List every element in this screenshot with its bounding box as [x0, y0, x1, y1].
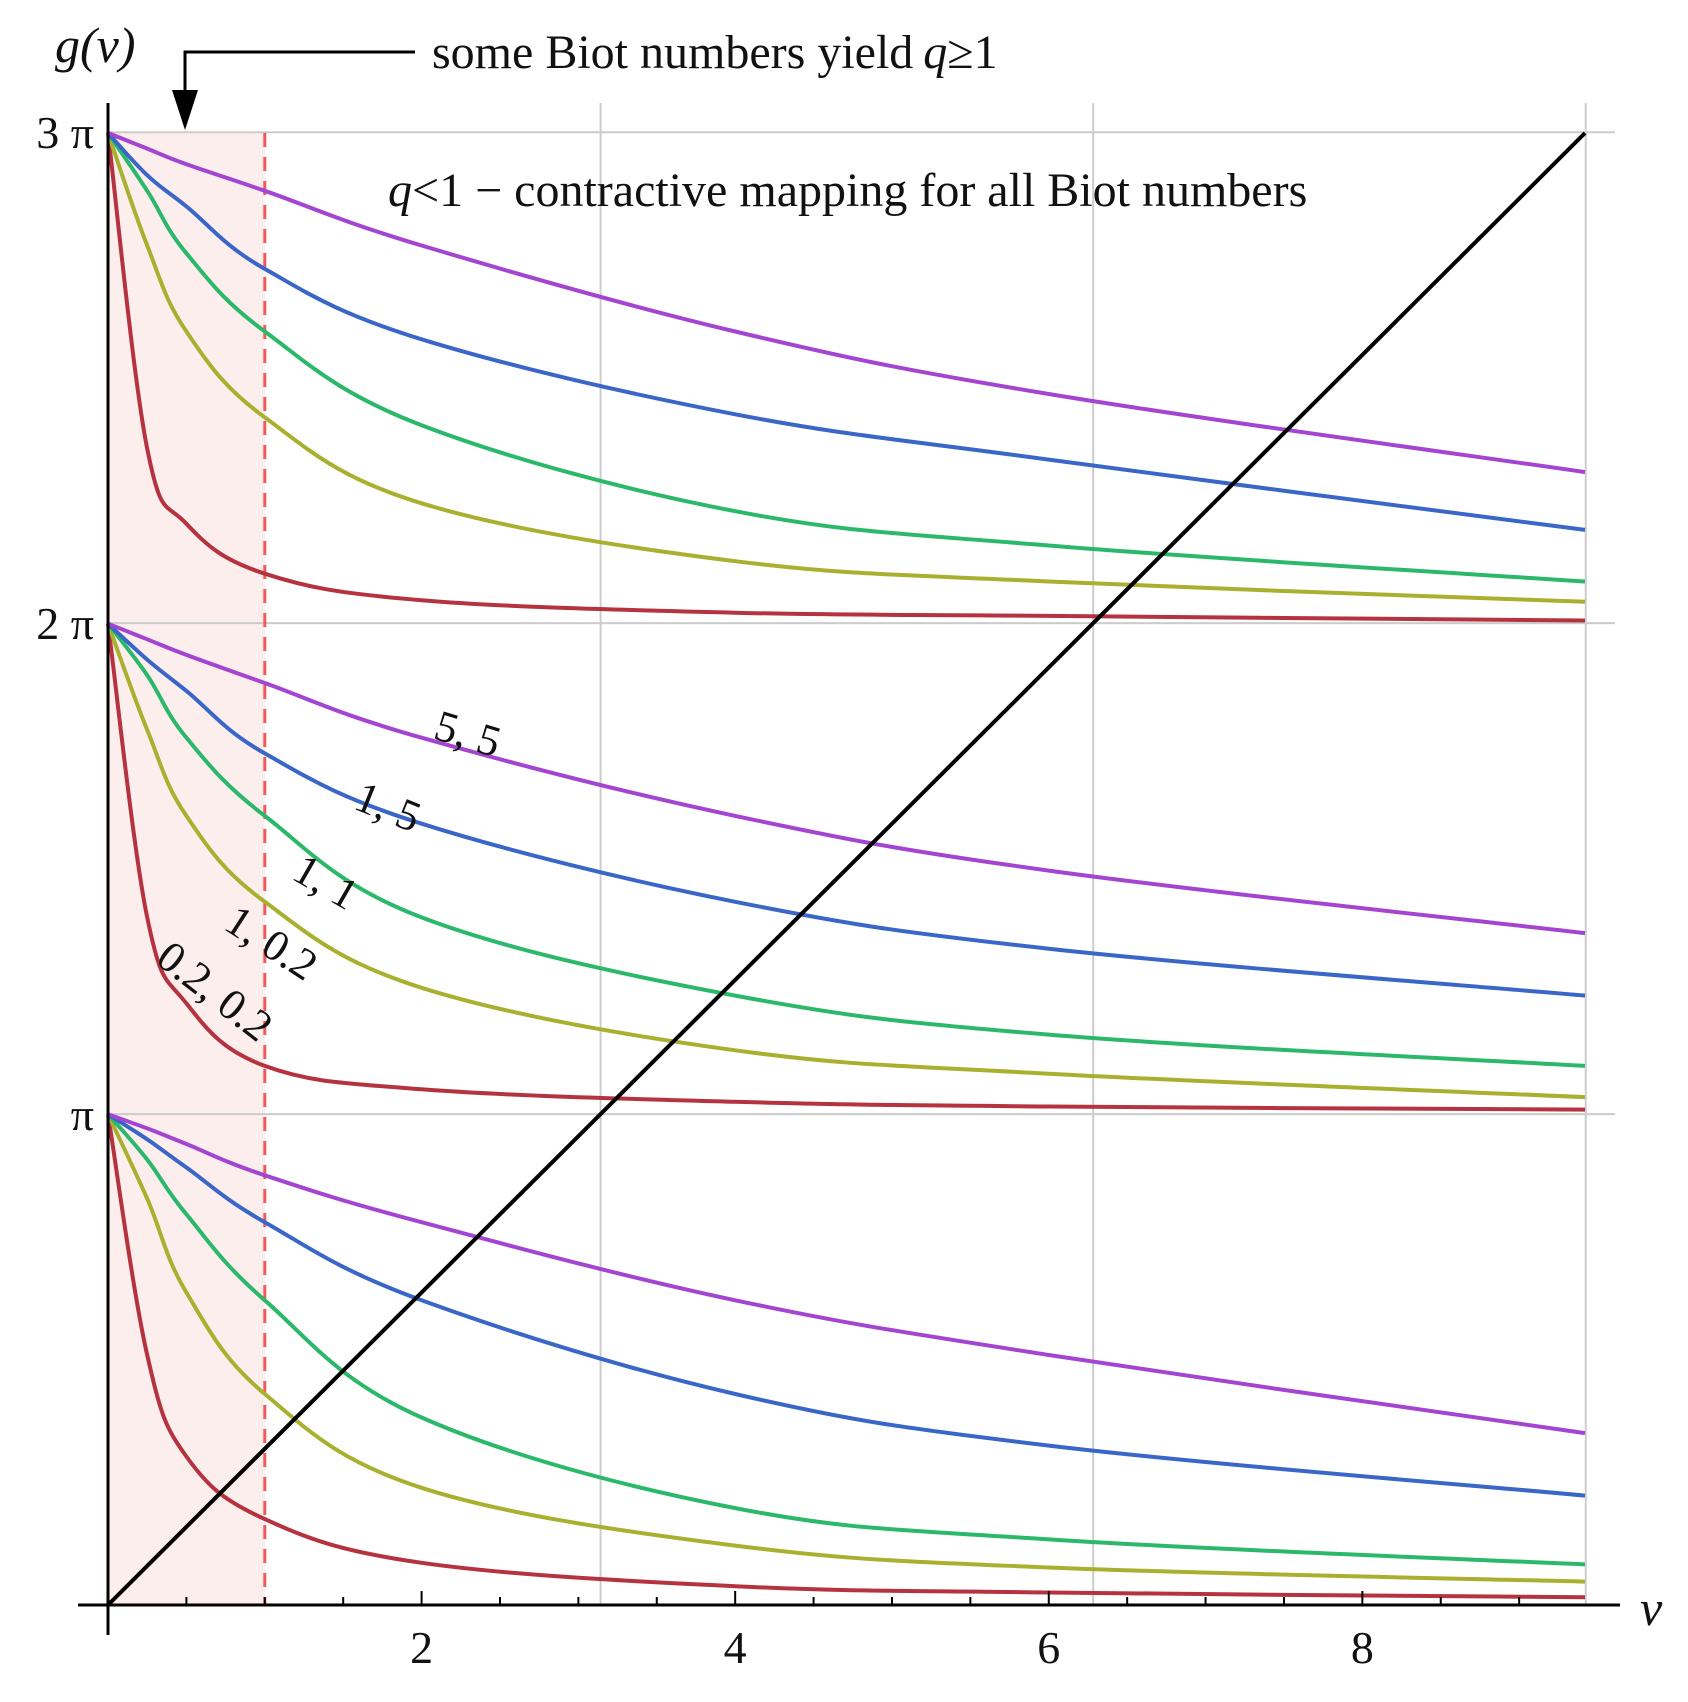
curve-5-5-branch-1 — [107, 1112, 1586, 1436]
x-tick-label-2: 2 — [410, 1622, 433, 1673]
x-axis-label: ν — [1640, 1580, 1663, 1636]
x-tick-label-6: 6 — [1037, 1622, 1060, 1673]
curve-1-0.2-branch-1 — [106, 1113, 1586, 1584]
curve-1-0.2-branch-3 — [106, 132, 1586, 604]
top-annotation-text: some Biot numbers yield q≥1 — [432, 26, 998, 79]
x-tick-label-8: 8 — [1351, 1622, 1374, 1673]
top-annotation: some Biot numbers yield q≥1 — [172, 26, 998, 130]
y-axis-label: g(ν) — [55, 17, 136, 73]
grid — [108, 103, 1615, 1605]
curve-label-1-5: 1, 5 — [348, 772, 428, 842]
y-tick-label: 2 π — [36, 598, 94, 649]
top-annotation-rel: ≥1 — [947, 26, 997, 79]
curve-5-5-branch-2 — [107, 621, 1586, 936]
arrow-line — [183, 50, 415, 95]
curve-1-1-branch-1 — [106, 1112, 1586, 1567]
curve-1-0.2-branch-2 — [106, 623, 1586, 1100]
inside-annotation-q: q — [388, 164, 412, 217]
identity-line — [106, 131, 1587, 1607]
x-tick-label-4: 4 — [724, 1622, 747, 1673]
curve-1-5-branch-3 — [106, 131, 1586, 532]
y-tick-label: π — [71, 1089, 94, 1140]
curve-0.2-0.2-branch-3 — [106, 132, 1586, 623]
arrow-head — [172, 90, 198, 130]
curve-1-1-branch-3 — [106, 131, 1586, 584]
shaded-region — [108, 133, 265, 1605]
top-annotation-q: q — [923, 26, 947, 79]
curve-label-1-1: 1, 1 — [285, 844, 367, 919]
curve-0.2-0.2-branch-1 — [106, 1113, 1586, 1600]
curve-1-1-branch-2 — [106, 622, 1586, 1068]
inside-annotation: q<1 − contractive mapping for all Biot n… — [388, 164, 1307, 217]
curve-5-5-branch-3 — [107, 131, 1586, 475]
inside-annotation-rest: <1 − contractive mapping for all Biot nu… — [412, 164, 1307, 217]
curve-label-5-5: 5, 5 — [429, 701, 506, 767]
curve-1-5-branch-2 — [106, 622, 1586, 998]
curve-1-5-branch-1 — [106, 1112, 1586, 1498]
curve-0.2-0.2-branch-2 — [106, 623, 1586, 1112]
top-annotation-main: some Biot numbers yield — [432, 26, 913, 79]
y-tick-label: 3 π — [36, 107, 94, 158]
axes: 2 4 6 8 π 2 π 3 π — [36, 103, 1620, 1673]
curves — [106, 131, 1586, 1600]
